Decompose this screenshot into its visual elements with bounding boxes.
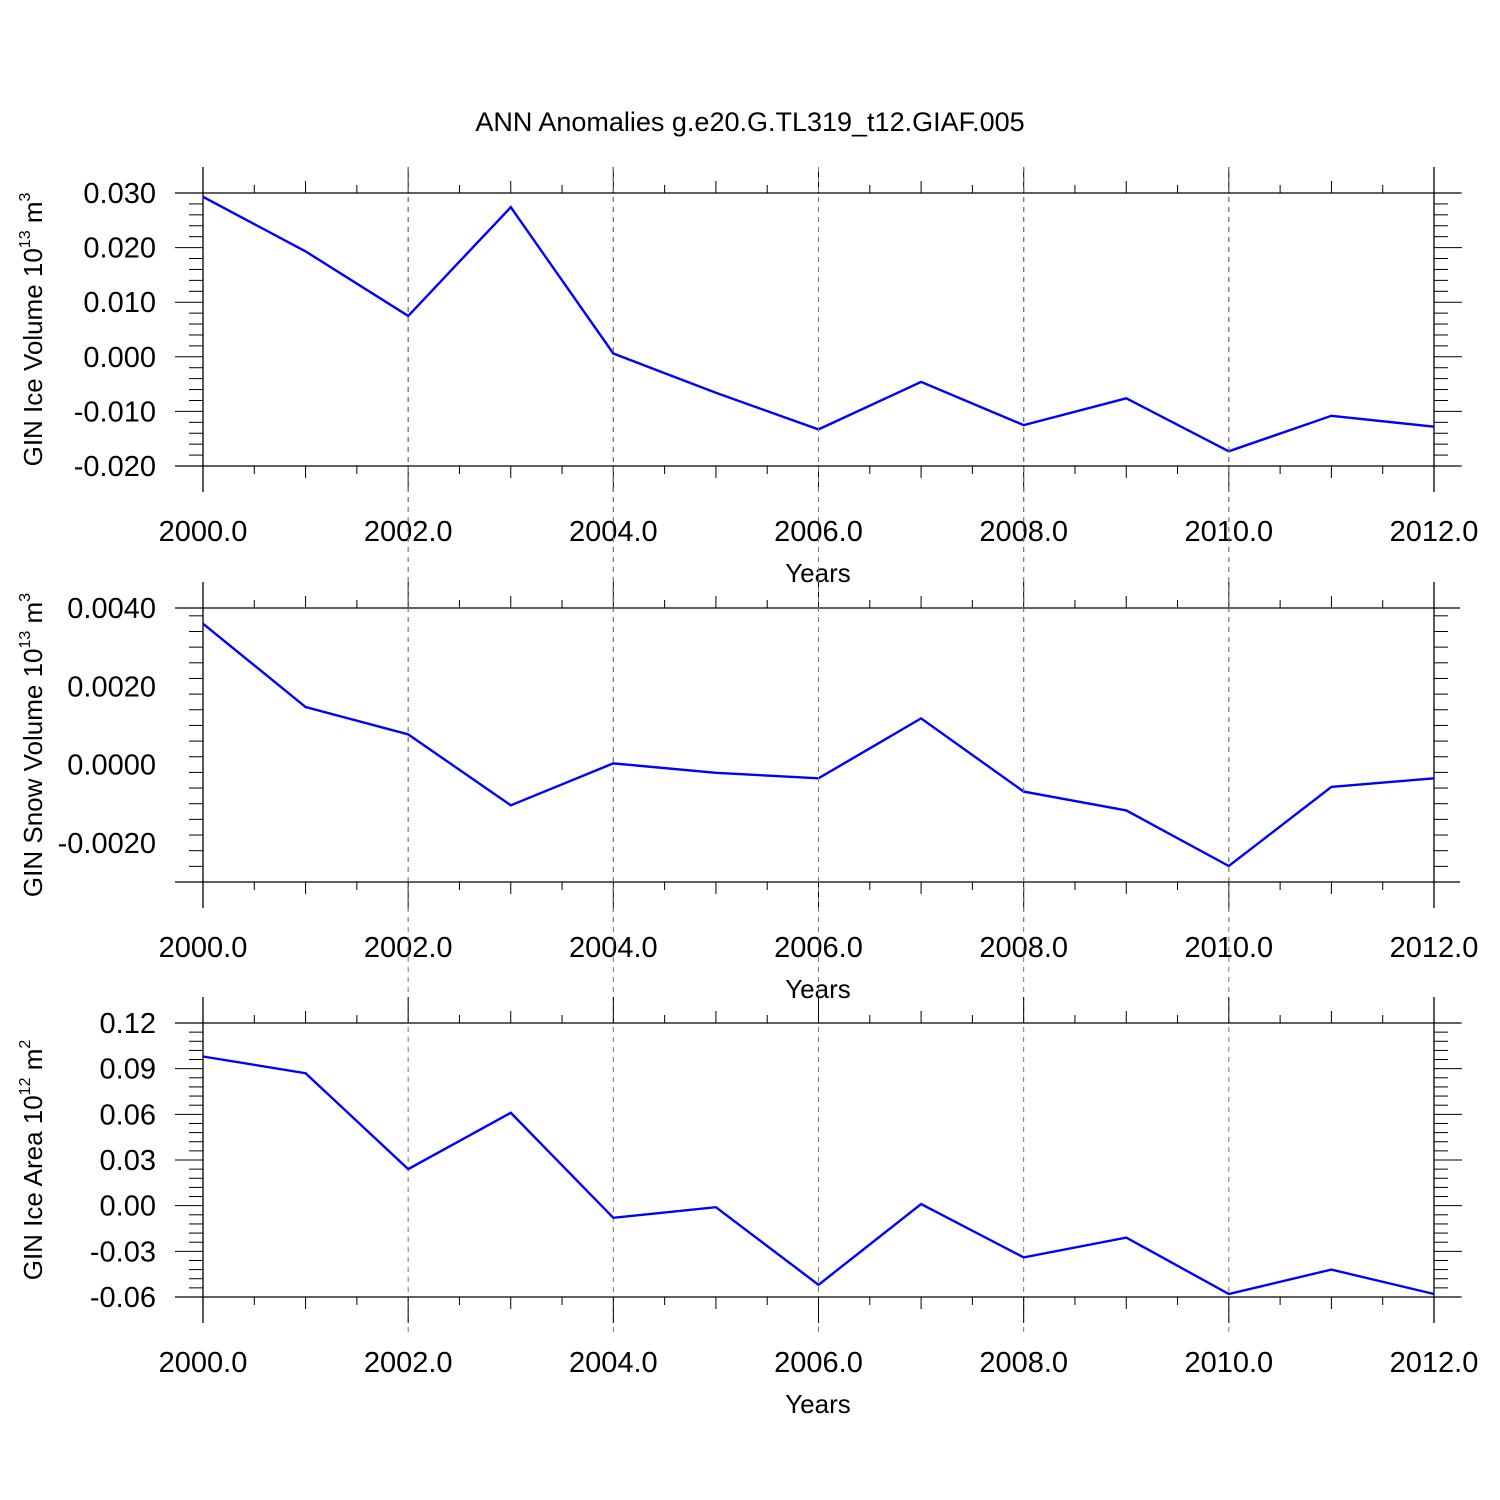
y-tick-label: 0.0000	[67, 750, 156, 782]
x-tick-label: 2006.0	[774, 1347, 863, 1379]
y-tick-label: -0.020	[74, 451, 156, 483]
panel-3: -0.06 -0.03 0.00 0.03 0.06 0.09 0.12 2000.0 2002…	[17, 167, 1478, 1419]
y-tick-label: -0.0020	[58, 828, 156, 860]
y-tick-label: 0.010	[83, 287, 156, 319]
y-axis-label: GIN Snow Volume 1013 m3	[17, 593, 48, 897]
x-tick-label: 2008.0	[979, 1347, 1068, 1379]
x-axis-label: Years	[785, 1389, 851, 1419]
series-line	[202, 1055, 1435, 1296]
x-tick-label: 2012.0	[1390, 1347, 1479, 1379]
y-tick-label: 0.12	[100, 1008, 156, 1040]
y-axis-label: GIN Ice Area 1012 m2	[17, 1040, 48, 1281]
y-tick-label: 0.030	[83, 178, 156, 210]
x-tick-label: 2004.0	[569, 1347, 658, 1379]
figure-title: ANN Anomalies g.e20.G.TL319_t12.GIAF.005	[475, 107, 1024, 137]
x-tick-label: 2000.0	[159, 932, 248, 964]
x-tick-label: 2000.0	[159, 1347, 248, 1379]
y-tick-label: 0.0040	[67, 593, 156, 625]
y-tick-label: -0.03	[90, 1236, 156, 1268]
x-tick-label: 2012.0	[1390, 516, 1479, 548]
y-tick-label: 0.0020	[67, 671, 156, 703]
panel-1: -0.020 -0.010 0.000 0.010 0.020 0.030 2000.0 20…	[17, 167, 1478, 588]
y-tick-label: 0.00	[100, 1191, 156, 1223]
y-axis-label: GIN Ice Volume 1013 m3	[17, 192, 48, 466]
y-tick-label: 0.03	[100, 1145, 156, 1177]
x-tick-label: 2012.0	[1390, 932, 1479, 964]
x-tick-label: 2010.0	[1184, 1347, 1273, 1379]
y-tick-label: 0.020	[83, 233, 156, 265]
y-tick-label: 0.06	[100, 1099, 156, 1131]
y-tick-label: -0.06	[90, 1282, 156, 1314]
x-tick-label: 2002.0	[364, 1347, 453, 1379]
y-tick-label: 0.09	[100, 1054, 156, 1086]
y-tick-label: -0.010	[74, 396, 156, 428]
y-tick-label: 0.000	[83, 342, 156, 374]
x-tick-label: 2000.0	[159, 516, 248, 548]
series-line	[202, 195, 1435, 453]
